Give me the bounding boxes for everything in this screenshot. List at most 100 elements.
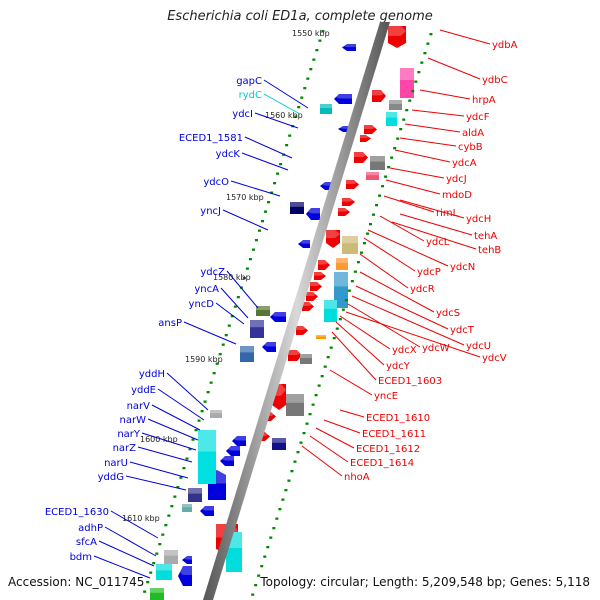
gene-label-nhoa[interactable]: nhoA bbox=[344, 472, 370, 483]
gene-leader-line bbox=[391, 221, 477, 250]
gene-label-eced1_1630[interactable]: ECED1_1630 bbox=[45, 507, 109, 518]
forward-gene-arrow-shade bbox=[342, 198, 355, 202]
forward-gene-block bbox=[366, 172, 379, 180]
scale-tick bbox=[233, 305, 237, 308]
gene-label-narv[interactable]: narV bbox=[127, 401, 151, 412]
gene-leader-line bbox=[359, 271, 435, 313]
scale-tick bbox=[194, 429, 198, 432]
gene-label-eced1_1612[interactable]: ECED1_1612 bbox=[356, 444, 420, 455]
gene-label-ydcr[interactable]: ydcR bbox=[410, 284, 435, 295]
scale-tick bbox=[420, 61, 424, 64]
gene-label-adhp[interactable]: adhP bbox=[78, 523, 103, 534]
reverse-gene-arrow bbox=[220, 456, 234, 466]
reverse-gene-block-shade bbox=[164, 550, 178, 556]
gene-label-sfca[interactable]: sfcA bbox=[76, 537, 97, 548]
forward-gene-block-shade bbox=[366, 172, 379, 176]
gene-leader-line bbox=[98, 540, 155, 567]
gene-label-ydcs[interactable]: ydcS bbox=[436, 308, 460, 319]
forward-gene-arrow bbox=[302, 302, 314, 311]
gene-leader-line bbox=[379, 215, 425, 242]
reverse-gene-block-shade bbox=[320, 104, 332, 108]
forward-gene-block-shade bbox=[400, 68, 414, 80]
forward-gene-block bbox=[300, 354, 312, 364]
gene-label-ydck[interactable]: ydcK bbox=[216, 149, 241, 160]
gene-label-yncd[interactable]: yncD bbox=[189, 299, 215, 310]
gene-label-alda[interactable]: aldA bbox=[462, 128, 484, 139]
forward-gene-arrow bbox=[388, 26, 406, 48]
scale-tick bbox=[423, 52, 427, 55]
gene-leader-line bbox=[355, 285, 449, 330]
reverse-gene-block-shade bbox=[240, 346, 254, 353]
gene-label-narz[interactable]: narZ bbox=[113, 443, 137, 454]
gene-label-ydde[interactable]: yddE bbox=[131, 385, 156, 396]
gene-label-ydca[interactable]: ydcA bbox=[452, 158, 477, 169]
forward-gene-arrow-shade bbox=[364, 125, 377, 130]
gene-label-yncj[interactable]: yncJ bbox=[200, 206, 221, 217]
gene-label-ansp[interactable]: ansP bbox=[158, 318, 182, 329]
scale-tick bbox=[381, 185, 385, 188]
gene-label-ydcx[interactable]: ydcX bbox=[392, 345, 417, 356]
scale-tick bbox=[215, 362, 219, 365]
gene-label-ydch[interactable]: ydcH bbox=[466, 214, 491, 225]
gene-label-cybb[interactable]: cybB bbox=[458, 142, 483, 153]
gene-label-ydcz[interactable]: ydcZ bbox=[200, 267, 225, 278]
gene-label-yddh[interactable]: yddH bbox=[139, 369, 165, 380]
reverse-gene-block-shade bbox=[198, 430, 216, 452]
reverse-gene-arrow bbox=[306, 208, 320, 220]
scale-tick bbox=[200, 410, 204, 413]
gene-label-ydcf[interactable]: ydcF bbox=[466, 112, 490, 123]
scale-tick bbox=[230, 315, 234, 318]
gene-label-teha[interactable]: tehA bbox=[474, 231, 497, 242]
gene-label-ydcp[interactable]: ydcP bbox=[417, 267, 441, 278]
scale-tick bbox=[197, 419, 201, 422]
gene-label-naru[interactable]: narU bbox=[104, 458, 128, 469]
forward-gene-arrow-shade bbox=[288, 350, 302, 355]
gene-label-ydct[interactable]: ydcT bbox=[450, 325, 475, 336]
gene-label-nary[interactable]: narY bbox=[117, 429, 141, 440]
gene-leader-line bbox=[439, 29, 491, 45]
gene-label-bdm[interactable]: bdm bbox=[70, 552, 92, 563]
gene-label-ydcw[interactable]: ydcW bbox=[422, 343, 450, 354]
scale-tick bbox=[318, 39, 322, 42]
gene-leader-line bbox=[419, 89, 471, 100]
scale-tick bbox=[158, 543, 162, 546]
gene-leader-line bbox=[347, 303, 421, 348]
gene-label-gapc[interactable]: gapC bbox=[236, 76, 262, 87]
gene-label-eced1_1611[interactable]: ECED1_1611 bbox=[362, 429, 426, 440]
forward-gene-block-shade bbox=[336, 258, 348, 263]
gene-label-ydcv[interactable]: ydcV bbox=[482, 353, 507, 364]
gene-label-rydc[interactable]: rydC bbox=[239, 90, 262, 101]
gene-leader-line bbox=[383, 195, 435, 213]
gene-label-eced1_1603[interactable]: ECED1_1603 bbox=[378, 376, 442, 387]
gene-label-ydcy[interactable]: ydcY bbox=[386, 361, 411, 372]
scale-tick bbox=[269, 536, 273, 539]
gene-label-eced1_1610[interactable]: ECED1_1610 bbox=[366, 413, 430, 424]
gene-label-hrpa[interactable]: hrpA bbox=[472, 95, 496, 106]
gene-label-narw[interactable]: narW bbox=[120, 415, 147, 426]
gene-label-ydcj[interactable]: ydcJ bbox=[446, 174, 467, 185]
gene-label-ydba[interactable]: ydbA bbox=[492, 40, 518, 51]
reverse-gene-arrow bbox=[298, 240, 310, 248]
gene-label-ynce[interactable]: yncE bbox=[374, 391, 398, 402]
forward-gene-arrow bbox=[372, 90, 386, 102]
gene-label-ydcl[interactable]: ydcL bbox=[426, 237, 450, 248]
gene-label-mdod[interactable]: mdoD bbox=[442, 190, 472, 201]
gene-label-ydci[interactable]: ydcI bbox=[232, 109, 253, 120]
gene-label-eced1_1581[interactable]: ECED1_1581 bbox=[179, 133, 243, 144]
gene-label-ydbc[interactable]: ydbC bbox=[482, 75, 508, 86]
gene-label-yddg[interactable]: yddG bbox=[98, 472, 124, 483]
gene-label-tehb[interactable]: tehB bbox=[478, 245, 501, 256]
gene-label-ydcn[interactable]: ydcN bbox=[450, 262, 475, 273]
scale-tick bbox=[236, 296, 240, 299]
forward-gene-arrow bbox=[288, 350, 302, 361]
reverse-gene-block bbox=[240, 346, 254, 362]
gene-leader-line bbox=[263, 79, 309, 109]
gene-label-ydco[interactable]: ydcO bbox=[203, 177, 229, 188]
gene-leader-line bbox=[147, 418, 199, 441]
gene-label-ydcu[interactable]: ydcU bbox=[466, 341, 491, 352]
gene-leader-line bbox=[220, 287, 249, 319]
gene-leader-line bbox=[244, 136, 293, 159]
gene-leader-line bbox=[394, 149, 451, 163]
gene-label-eced1_1614[interactable]: ECED1_1614 bbox=[350, 458, 414, 469]
gene-label-ynca[interactable]: yncA bbox=[194, 284, 219, 295]
